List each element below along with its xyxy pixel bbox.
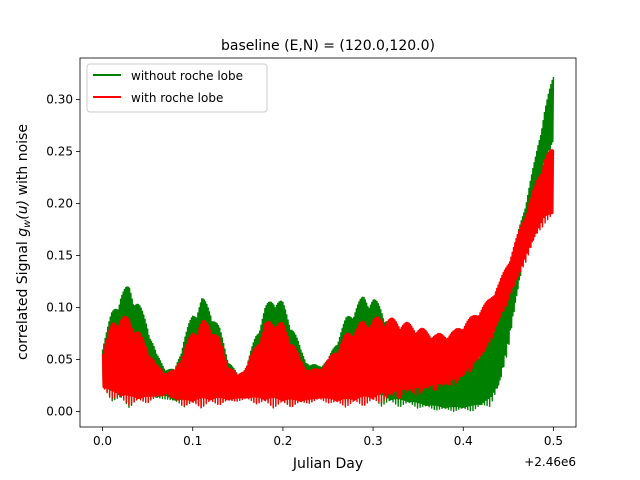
x-tick-label: 0.2: [273, 434, 292, 448]
y-tick-label: 0.10: [46, 300, 73, 314]
x-offset-label: +2.46e6: [524, 455, 576, 469]
legend: without roche lobe with roche lobe: [86, 63, 268, 113]
x-axis-ticks: 0.0 0.1 0.2 0.3 0.4 0.5: [93, 427, 563, 448]
y-axis-label-prefix: correlated Signal: [15, 237, 31, 360]
y-tick-label: 0.00: [46, 404, 73, 418]
y-tick-label: 0.30: [46, 93, 73, 107]
chart-title: baseline (E,N) = (120.0,120.0): [221, 38, 435, 54]
y-tick-label: 0.20: [46, 197, 73, 211]
y-axis-label-sub: w: [22, 219, 33, 228]
y-tick-label: 0.15: [46, 248, 73, 262]
legend-box: [86, 63, 268, 113]
y-tick-label: 0.05: [46, 352, 73, 366]
x-axis-label: Julian Day: [292, 456, 363, 472]
y-axis-label-args: (u): [15, 200, 31, 220]
series-layer: [101, 76, 555, 413]
legend-label-with-roche-lobe: with roche lobe: [131, 91, 223, 105]
x-tick-label: 0.5: [544, 434, 563, 448]
axes-frame: [79, 57, 577, 428]
series-line-with-roche-lobe: [101, 148, 555, 409]
y-tick-label: 0.25: [46, 145, 73, 159]
y-axis-label-suffix: with noise: [15, 124, 31, 200]
x-tick-label: 0.4: [454, 434, 473, 448]
legend-label-without-roche-lobe: without roche lobe: [131, 69, 243, 83]
x-tick-label: 0.3: [364, 434, 383, 448]
y-axis-ticks: 0.00 0.05 0.10 0.15 0.20 0.25 0.30: [46, 93, 80, 418]
y-axis-label-math: g: [15, 228, 31, 237]
x-tick-label: 0.0: [93, 434, 112, 448]
y-axis-label: correlated Signal gw(u) with noise: [15, 124, 33, 360]
x-tick-label: 0.1: [183, 434, 202, 448]
